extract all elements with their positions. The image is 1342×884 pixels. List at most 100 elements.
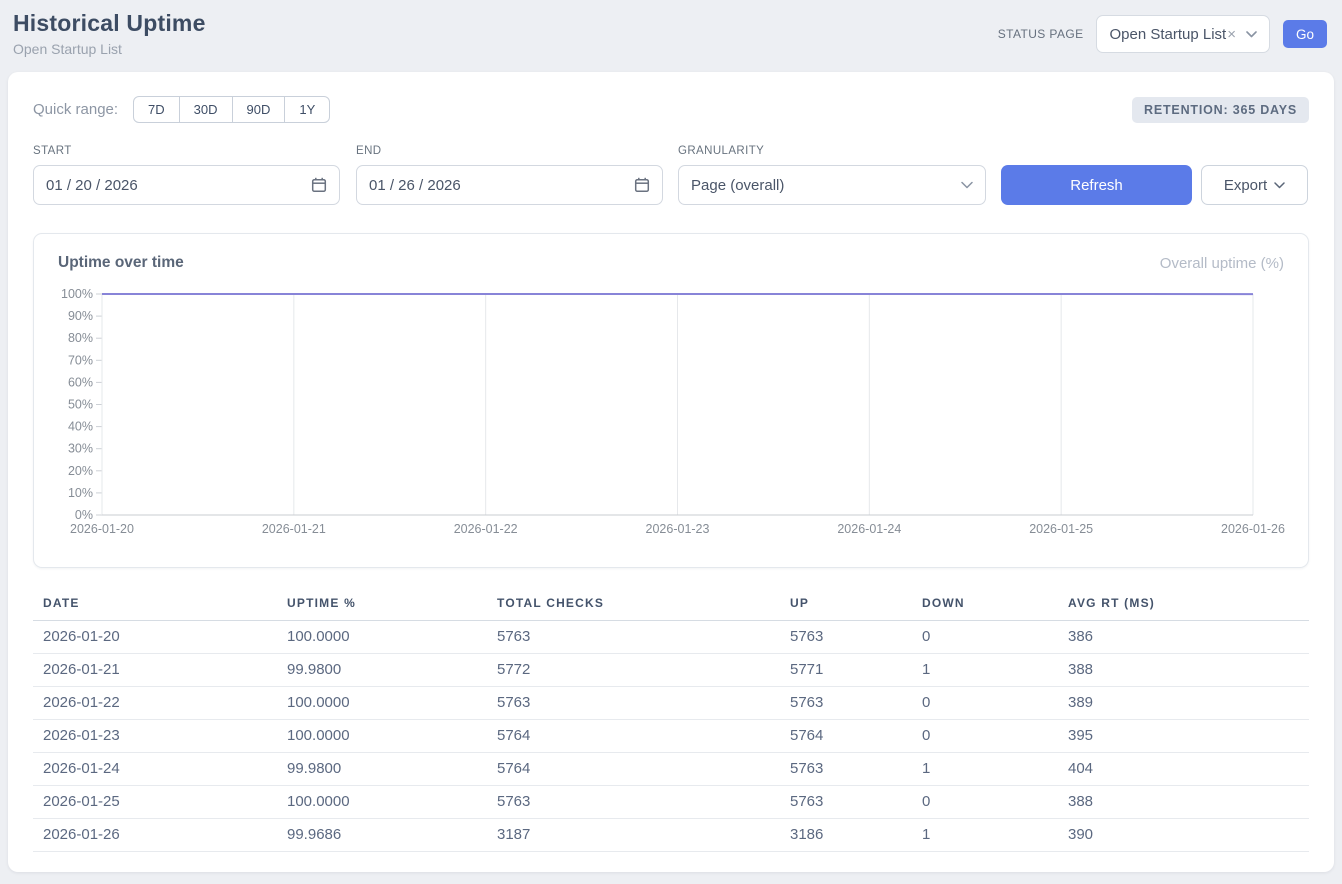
table-cell: 5764 [487,720,780,753]
table-row: 2026-01-2699.9686318731861390 [33,819,1309,852]
calendar-icon[interactable] [311,177,327,193]
table-cell: 100.0000 [277,687,487,720]
refresh-button[interactable]: Refresh [1001,165,1192,205]
svg-text:60%: 60% [68,375,93,389]
table-cell: 386 [1058,621,1309,654]
table-cell: 3186 [780,819,912,852]
table-cell: 5763 [780,786,912,819]
table-cell: 99.9686 [277,819,487,852]
calendar-icon[interactable] [634,177,650,193]
end-date-input[interactable]: 01 / 26 / 2026 [356,165,663,205]
table-row: 2026-01-25100.0000576357630388 [33,786,1309,819]
table-row: 2026-01-2199.9800577257711388 [33,654,1309,687]
status-page-value: Open Startup List [1109,26,1226,43]
svg-text:50%: 50% [68,398,93,412]
table-cell: 5763 [487,786,780,819]
table-cell: 99.9800 [277,654,487,687]
table-cell: 2026-01-22 [33,687,277,720]
table-cell: 2026-01-23 [33,720,277,753]
table-cell: 5764 [487,753,780,786]
retention-badge: RETENTION: 365 DAYS [1132,97,1309,123]
status-page-label: STATUS PAGE [998,27,1084,41]
page: Historical Uptime Open Startup List STAT… [0,0,1342,884]
table-cell: 395 [1058,720,1309,753]
table-cell: 1 [912,819,1058,852]
table-row: 2026-01-2499.9800576457631404 [33,753,1309,786]
table-cell: 3187 [487,819,780,852]
svg-text:2026-01-24: 2026-01-24 [837,522,901,536]
table-cell: 0 [912,720,1058,753]
table-cell: 2026-01-21 [33,654,277,687]
table-cell: 2026-01-20 [33,621,277,654]
table-cell: 5771 [780,654,912,687]
granularity-select[interactable]: Page (overall) [678,165,986,205]
table-cell: 388 [1058,786,1309,819]
table-cell: 390 [1058,819,1309,852]
start-date-input[interactable]: 01 / 20 / 2026 [33,165,340,205]
clear-icon[interactable]: × [1227,26,1236,43]
top-header: Historical Uptime Open Startup List STAT… [0,0,1342,72]
uptime-table: DATEUPTIME %TOTAL CHECKSUPDOWNAVG RT (MS… [33,591,1309,852]
svg-text:20%: 20% [68,464,93,478]
table-cell: 0 [912,786,1058,819]
svg-text:2026-01-25: 2026-01-25 [1029,522,1093,536]
table-cell: 5764 [780,720,912,753]
chart-header: Uptime over time Overall uptime (%) [58,254,1284,272]
granularity-value: Page (overall) [691,177,784,194]
granularity-label: GRANULARITY [678,145,986,157]
quick-range-7d[interactable]: 7D [133,96,180,123]
table-cell: 5763 [487,687,780,720]
quick-range-90d[interactable]: 90D [232,96,286,123]
table-cell: 2026-01-24 [33,753,277,786]
table-header-row: DATEUPTIME %TOTAL CHECKSUPDOWNAVG RT (MS… [33,591,1309,621]
svg-text:70%: 70% [68,353,93,367]
chevron-down-icon [1246,31,1257,38]
quick-range-1y[interactable]: 1Y [284,96,330,123]
table-cell: 5772 [487,654,780,687]
header-right: STATUS PAGE Open Startup List × Go [998,15,1327,53]
quick-range-label: Quick range: [33,101,118,118]
svg-text:30%: 30% [68,442,93,456]
table-cell: 5763 [780,687,912,720]
chart-title: Uptime over time [58,254,184,272]
go-button[interactable]: Go [1283,20,1327,48]
status-page-select[interactable]: Open Startup List × [1096,15,1270,53]
chart-legend: Overall uptime (%) [1160,255,1284,272]
export-button[interactable]: Export [1201,165,1308,205]
table-cell: 388 [1058,654,1309,687]
quick-range-row: Quick range: 7D30D90D1Y RETENTION: 365 D… [33,96,1309,123]
column-header: DOWN [912,591,1058,621]
svg-text:2026-01-20: 2026-01-20 [70,522,134,536]
svg-text:80%: 80% [68,331,93,345]
svg-text:10%: 10% [68,486,93,500]
column-header: DATE [33,591,277,621]
chevron-down-icon [961,181,973,189]
column-header: UP [780,591,912,621]
end-label: END [356,145,663,157]
table-cell: 0 [912,687,1058,720]
column-header: TOTAL CHECKS [487,591,780,621]
chevron-down-icon [1274,182,1285,189]
start-date-value: 01 / 20 / 2026 [46,177,138,194]
table-cell: 0 [912,621,1058,654]
table-cell: 2026-01-26 [33,819,277,852]
svg-text:100%: 100% [61,287,93,301]
uptime-line-chart: 0%10%20%30%40%50%60%70%80%90%100%2026-01… [58,284,1284,547]
title-block: Historical Uptime Open Startup List [13,10,206,57]
end-date-field: END 01 / 26 / 2026 [356,145,663,205]
svg-text:2026-01-22: 2026-01-22 [454,522,518,536]
end-date-value: 01 / 26 / 2026 [369,177,461,194]
uptime-chart-card: Uptime over time Overall uptime (%) 0% 10… [33,233,1309,568]
chart-svg: 0%10%20%30%40%50%60%70%80%90%100%2026-01… [58,284,1286,542]
table-cell: 2026-01-25 [33,786,277,819]
svg-text:2026-01-21: 2026-01-21 [262,522,326,536]
column-header: AVG RT (MS) [1058,591,1309,621]
table-row: 2026-01-20100.0000576357630386 [33,621,1309,654]
table-cell: 100.0000 [277,786,487,819]
export-label: Export [1224,177,1267,194]
table-cell: 5763 [780,753,912,786]
table-cell: 1 [912,654,1058,687]
svg-text:2026-01-23: 2026-01-23 [646,522,710,536]
svg-text:0%: 0% [75,508,93,522]
quick-range-30d[interactable]: 30D [179,96,233,123]
